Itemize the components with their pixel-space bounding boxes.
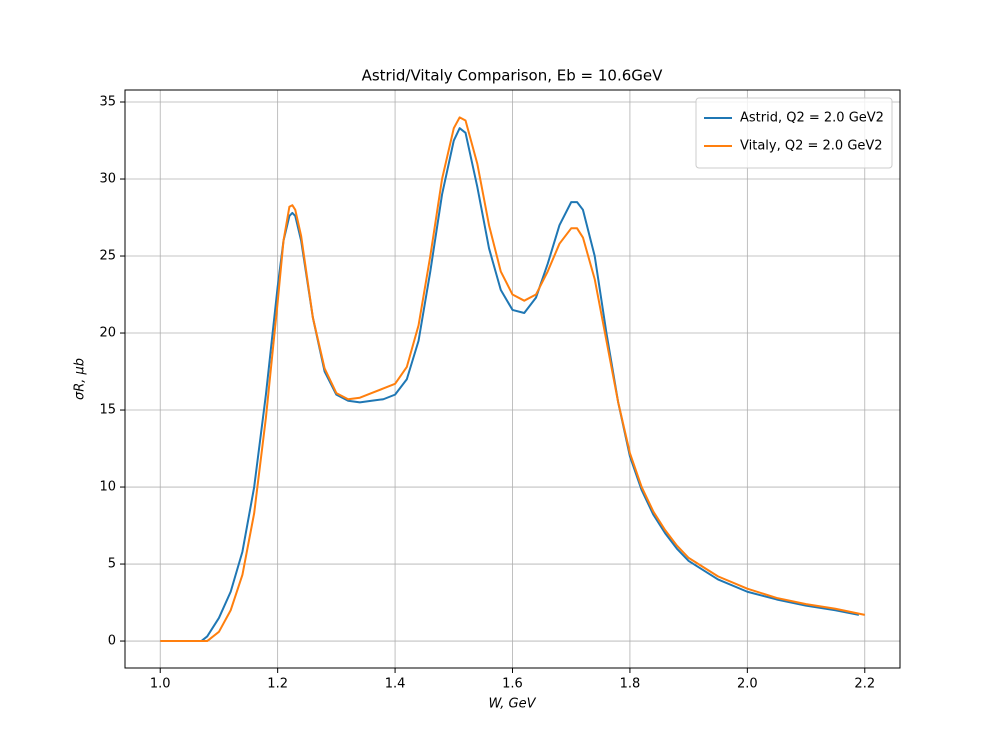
y-tick-label: 35	[99, 95, 116, 110]
y-tick-label: 30	[99, 172, 116, 187]
y-tick-label: 20	[99, 326, 116, 341]
y-tick-label: 5	[108, 557, 116, 572]
x-tick-label: 1.0	[150, 677, 171, 692]
data-line	[160, 116, 865, 643]
y-tick-label: 15	[99, 403, 116, 418]
y-tick-label: 25	[99, 249, 116, 264]
x-tick-label: 1.6	[502, 677, 523, 692]
x-tick-label: 1.4	[385, 677, 406, 692]
legend-label: Astrid, Q2 = 2.0 GeV2	[740, 111, 884, 126]
legend-label: Vitaly, Q2 = 2.0 GeV2	[740, 139, 883, 154]
x-tick-label: 1.2	[267, 677, 288, 692]
legend-box	[695, 97, 893, 169]
chart-title: Astrid/Vitaly Comparison, Eb = 10.6GeV	[362, 67, 664, 85]
plot-frame	[124, 89, 901, 669]
x-axis-label: W, GeV	[488, 697, 536, 712]
x-tick-label: 2.0	[737, 677, 758, 692]
y-axis-label: σR, μb	[73, 358, 88, 400]
x-tick-label: 2.2	[854, 677, 875, 692]
y-tick-label: 0	[108, 634, 116, 649]
x-tick-label: 1.8	[620, 677, 641, 692]
y-tick-label: 10	[99, 480, 116, 495]
data-line	[200, 127, 860, 642]
legend: Astrid, Q2 = 2.0 GeV2 Vitaly, Q2 = 2.0 Ge…	[695, 97, 893, 169]
